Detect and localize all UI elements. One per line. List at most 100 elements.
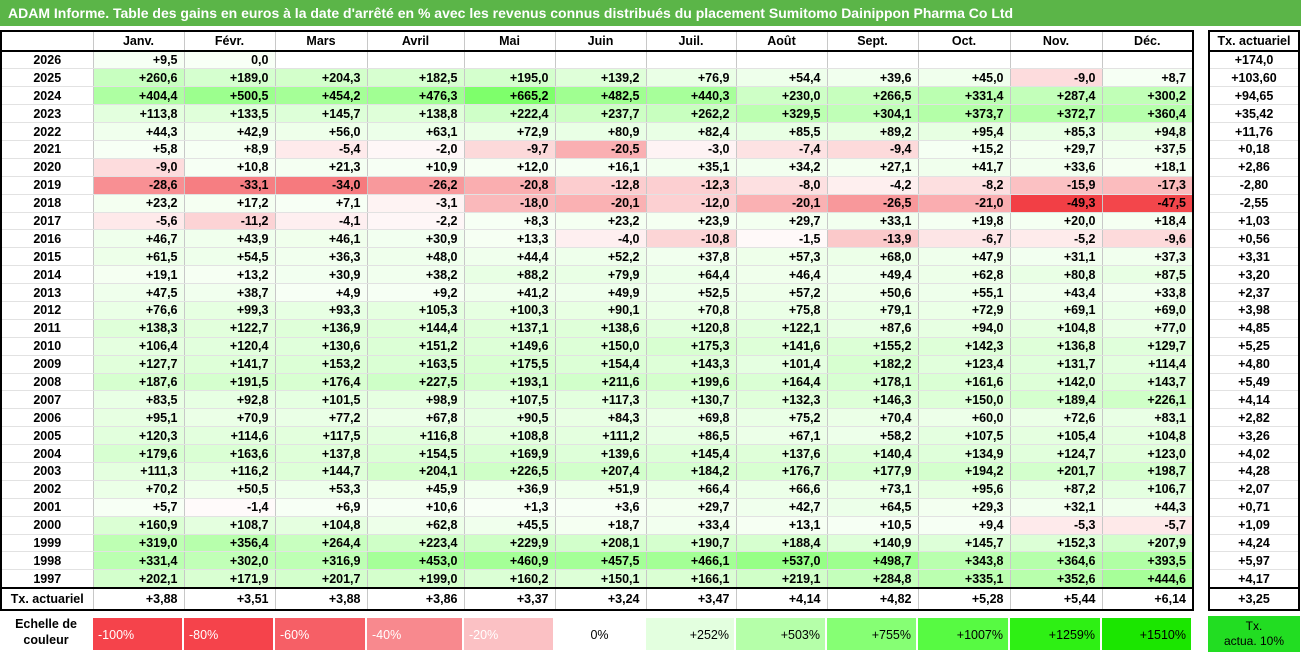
gain-cell: +131,7: [1010, 355, 1103, 374]
table-row: 2026 +9,5 0,0: [0, 51, 1194, 70]
year-label: 1999: [0, 534, 94, 553]
gain-cell: +140,4: [827, 444, 919, 463]
side-row: +4,28: [1208, 462, 1300, 481]
gain-cell: -2,0: [367, 140, 465, 159]
gain-cell: +1,3: [464, 498, 556, 517]
gain-cell: +69,8: [646, 408, 737, 428]
gain-cell: +171,9: [184, 569, 276, 589]
gain-cell: +160,9: [93, 516, 185, 535]
year-label: 2010: [0, 337, 94, 356]
actuarial-cell: +3,98: [1208, 301, 1300, 320]
table-row: 2017 -5,6 -11,2 -4,1 -2,2 +8,3 +23,2 +23,9 +29,7…: [0, 212, 1194, 231]
color-scale-label-line1: Echelle de: [15, 617, 77, 631]
gain-cell: +21,3: [275, 158, 368, 177]
gain-cell: -8,0: [736, 176, 828, 195]
footer-value: +3,47: [646, 586, 737, 611]
table-row: 2004 +179,6 +163,6 +137,8 +154,5 +169,9 +139,6…: [0, 444, 1194, 463]
gain-cell: +3,6: [555, 498, 647, 517]
gain-cell: +33,6: [1010, 158, 1103, 177]
side-row: +2,07: [1208, 480, 1300, 499]
gain-cell: +137,1: [464, 319, 556, 338]
table-row: 2025 +260,6 +189,0 +204,3 +182,5 +195,0 +139,2…: [0, 68, 1194, 88]
gain-cell: +79,1: [827, 301, 919, 320]
gain-cell: -20,1: [555, 194, 647, 213]
gain-cell: +300,2: [1102, 86, 1194, 106]
year-label: 2004: [0, 444, 94, 463]
gain-cell: +266,5: [827, 86, 919, 106]
gain-cell: +64,4: [646, 265, 737, 285]
gain-cell: +82,4: [646, 122, 737, 141]
actuarial-cell: +2,86: [1208, 158, 1300, 177]
gain-cell: +95,6: [918, 480, 1011, 499]
gain-cell: +32,1: [1010, 498, 1103, 517]
gain-cell: [367, 51, 465, 70]
gain-cell: +142,3: [918, 337, 1011, 356]
gain-cell: +49,4: [827, 265, 919, 285]
gain-cell: -12,8: [555, 176, 647, 195]
gain-cell: +94,8: [1102, 122, 1194, 141]
gain-cell: +230,0: [736, 86, 828, 106]
gains-table: Janv. Févr. Mars Avril Mai Juin Juil. Août Sept.…: [0, 30, 1194, 611]
gain-cell: +343,8: [918, 551, 1011, 571]
actuarial-cell: +35,42: [1208, 104, 1300, 124]
gain-cell: -4,2: [827, 176, 919, 195]
gain-cell: +49,9: [555, 283, 647, 302]
gain-cell: -28,6: [93, 176, 185, 195]
gain-cell: +45,0: [918, 68, 1011, 88]
gain-cell: +130,6: [275, 337, 368, 356]
month-header: Juin: [555, 30, 647, 52]
year-label: 2020: [0, 158, 94, 177]
gain-cell: +175,3: [646, 337, 737, 356]
gain-cell: +137,8: [275, 444, 368, 463]
gain-cell: +117,5: [275, 426, 368, 446]
actuarial-scale-badge: Tx. actua. 10%: [1208, 616, 1300, 652]
side-row: +0,71: [1208, 498, 1300, 517]
gain-cell: +476,3: [367, 86, 465, 106]
gain-cell: +262,2: [646, 104, 737, 124]
footer-value: +4,82: [827, 586, 919, 611]
gain-cell: +178,1: [827, 373, 919, 392]
gain-cell: -21,0: [918, 194, 1011, 213]
side-header: Tx. actuariel: [1208, 30, 1300, 52]
year-label: 1998: [0, 551, 94, 571]
actuarial-cell: +4,85: [1208, 319, 1300, 338]
gain-cell: +150,1: [555, 569, 647, 589]
actuarial-cell: +3,26: [1208, 426, 1300, 446]
gain-cell: +152,3: [1010, 534, 1103, 553]
color-scale-cell: 0%: [554, 617, 645, 651]
gain-cell: +188,4: [736, 534, 828, 553]
gain-cell: +364,6: [1010, 551, 1103, 571]
side-row: +3,31: [1208, 247, 1300, 267]
gain-cell: -12,0: [646, 194, 737, 213]
gain-cell: +79,9: [555, 265, 647, 285]
month-header: Févr.: [184, 30, 276, 52]
gain-cell: +64,5: [827, 498, 919, 517]
actuarial-cell: +5,97: [1208, 551, 1300, 571]
gain-cell: +163,5: [367, 355, 465, 374]
gain-cell: +87,5: [1102, 265, 1194, 285]
year-label: 2024: [0, 86, 94, 106]
gain-cell: +199,0: [367, 569, 465, 589]
gain-cell: +7,1: [275, 194, 368, 213]
actuarial-cell: +1,09: [1208, 516, 1300, 535]
year-label: 1997: [0, 569, 94, 589]
gain-cell: +46,7: [93, 229, 185, 249]
gain-cell: +80,9: [555, 122, 647, 141]
actuarial-cell: +2,07: [1208, 480, 1300, 499]
gain-cell: +352,6: [1010, 569, 1103, 589]
gain-cell: +136,9: [275, 319, 368, 338]
table-row: 2010 +106,4 +120,4 +130,6 +151,2 +149,6 +150,0…: [0, 337, 1194, 356]
gain-cell: +151,2: [367, 337, 465, 356]
gain-cell: +201,7: [1010, 462, 1103, 481]
gain-cell: -4,0: [555, 229, 647, 249]
color-scale-label-line2: couleur: [23, 633, 69, 647]
actuarial-cell: +103,60: [1208, 68, 1300, 88]
gain-cell: +222,4: [464, 104, 556, 124]
gain-cell: -12,3: [646, 176, 737, 195]
gain-cell: +145,7: [918, 534, 1011, 553]
year-label: 2008: [0, 373, 94, 392]
gain-cell: +53,3: [275, 480, 368, 499]
gain-cell: +67,1: [736, 426, 828, 446]
gain-cell: +5,8: [93, 140, 185, 159]
year-label: 2003: [0, 462, 94, 481]
